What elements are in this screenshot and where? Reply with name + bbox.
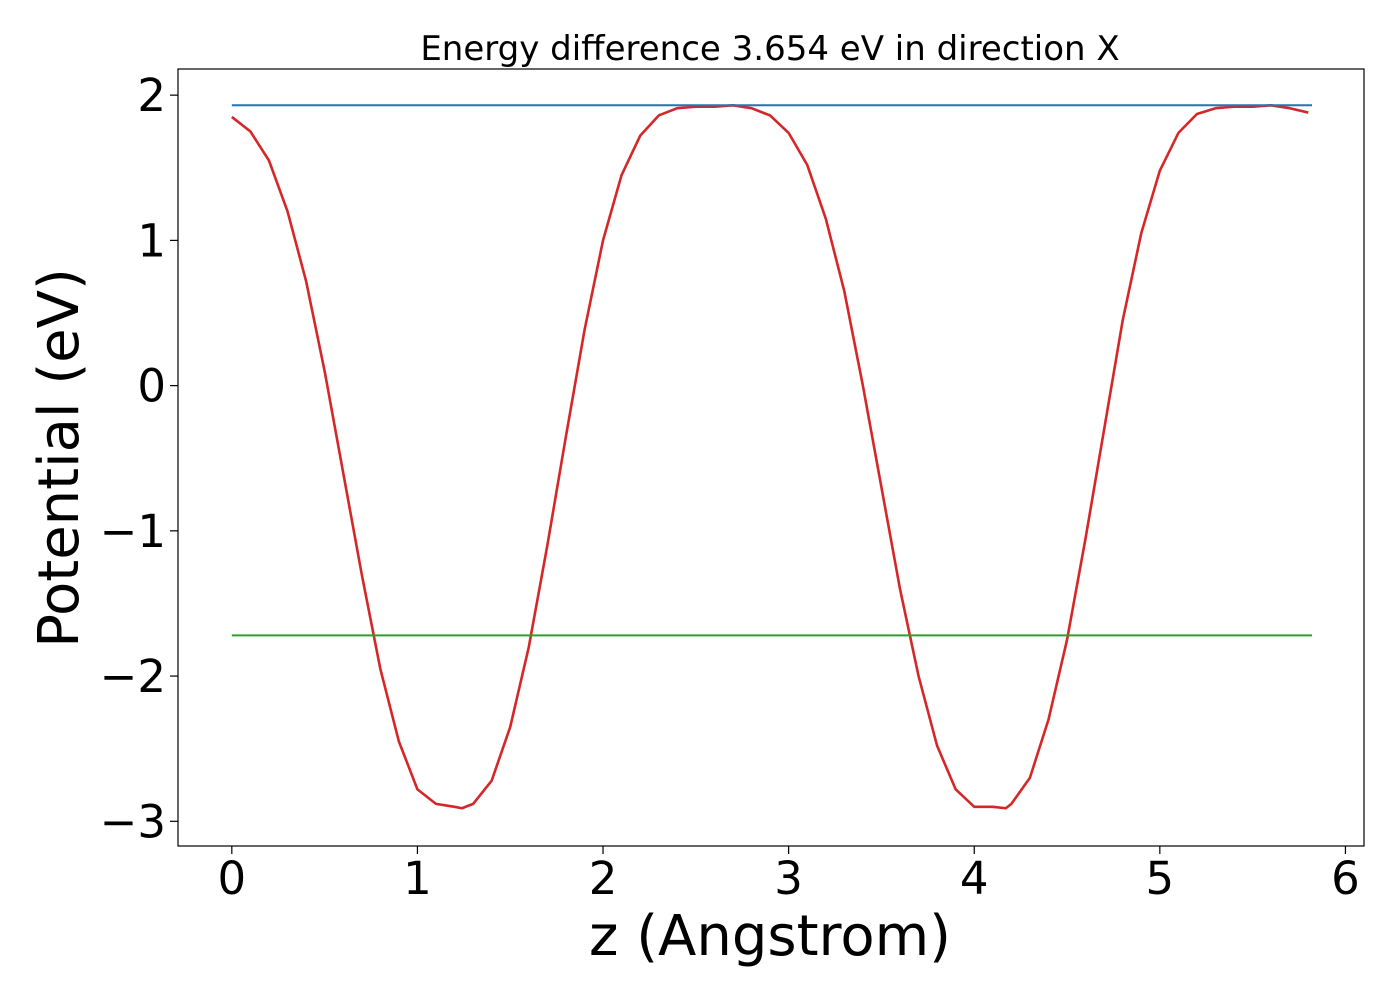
- x-axis-label: z (Angstrom): [589, 904, 951, 969]
- series-line-0: [231, 104, 1309, 810]
- x-tick-label: 3: [774, 852, 803, 905]
- y-axis: −3 −2 −1 0 1 2: [100, 69, 178, 848]
- chart-title: Energy difference 3.654 eV in direction …: [420, 29, 1119, 69]
- y-tick-label: 0: [137, 360, 166, 413]
- x-tick-label: 1: [403, 852, 432, 905]
- x-tick-label: 5: [1146, 852, 1175, 905]
- x-tick-label: 0: [218, 852, 247, 905]
- x-tick-label: 6: [1331, 852, 1360, 905]
- x-tick-label: 4: [960, 852, 989, 905]
- plot-frame: [177, 68, 1365, 847]
- series-layer: [231, 104, 1313, 810]
- y-axis-label: Potential (eV): [27, 268, 92, 648]
- y-tick-label: −3: [100, 795, 166, 848]
- y-tick-label: −1: [100, 505, 166, 558]
- y-tick-label: −2: [100, 650, 166, 703]
- x-tick-label: 2: [589, 852, 618, 905]
- y-tick-label: 1: [137, 214, 166, 267]
- y-tick-label: 2: [137, 69, 166, 122]
- x-axis: 0 1 2 3 4 5 6: [218, 846, 1360, 905]
